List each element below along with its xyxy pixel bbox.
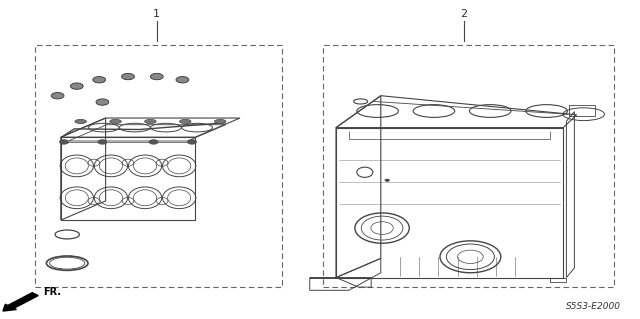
Ellipse shape bbox=[98, 140, 107, 144]
Text: 2: 2 bbox=[460, 9, 468, 19]
Ellipse shape bbox=[188, 140, 196, 144]
Text: FR.: FR. bbox=[44, 287, 61, 297]
Ellipse shape bbox=[75, 119, 86, 123]
Ellipse shape bbox=[179, 119, 191, 123]
Text: S5S3-E2000: S5S3-E2000 bbox=[566, 302, 621, 311]
Ellipse shape bbox=[385, 179, 389, 181]
Ellipse shape bbox=[60, 140, 68, 144]
Ellipse shape bbox=[214, 119, 226, 123]
Ellipse shape bbox=[150, 73, 163, 80]
Text: 1: 1 bbox=[154, 9, 160, 19]
Ellipse shape bbox=[122, 73, 134, 80]
Bar bbox=[323, 45, 614, 287]
Ellipse shape bbox=[149, 140, 158, 144]
Ellipse shape bbox=[110, 119, 122, 123]
Ellipse shape bbox=[93, 77, 106, 83]
Ellipse shape bbox=[96, 99, 109, 105]
Ellipse shape bbox=[176, 77, 189, 83]
Ellipse shape bbox=[145, 119, 156, 123]
Bar bbox=[35, 45, 282, 287]
FancyArrow shape bbox=[3, 293, 38, 311]
Ellipse shape bbox=[70, 83, 83, 89]
Ellipse shape bbox=[51, 93, 64, 99]
